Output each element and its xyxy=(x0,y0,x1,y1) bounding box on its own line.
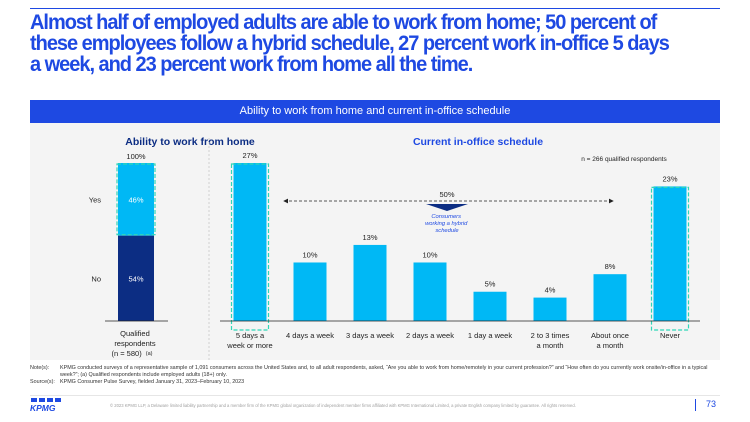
left-category-line-1: Qualified xyxy=(120,329,150,338)
bar-4-value-label: 10% xyxy=(422,250,437,259)
bar-1-value-label: 27% xyxy=(242,151,257,160)
bar-4 xyxy=(413,262,447,321)
category-label-1: week or more xyxy=(226,341,272,350)
source-label: Source(s): xyxy=(30,379,55,385)
bar-8 xyxy=(653,186,687,321)
bar-6 xyxy=(533,297,567,321)
page-number: 73 xyxy=(706,399,717,409)
sample-size-note: n = 266 qualified respondents xyxy=(581,156,667,163)
source-text: KPMG Consumer Pulse Survey, fielded Janu… xyxy=(60,379,245,385)
bar-5-value-label: 5% xyxy=(485,280,496,289)
right-value-labels: 27% 10% 13% 10% 5% 4% 8% 23% xyxy=(242,151,677,295)
bar-3 xyxy=(353,244,387,321)
category-label-1: 5 days a xyxy=(236,331,265,340)
bar-3-value-label: 13% xyxy=(362,233,377,242)
note-label: Note(s): xyxy=(30,365,50,371)
category-label-6: a month xyxy=(536,341,563,350)
bar-7-value-label: 8% xyxy=(605,262,616,271)
category-label-3: 3 days a week xyxy=(346,331,394,340)
hybrid-annotation-text: Consumers working a hybrid schedule xyxy=(425,214,469,234)
left-bar-highlight xyxy=(116,163,156,236)
left-category-line-3: (n = 580) xyxy=(111,349,142,358)
page-number-separator xyxy=(695,399,696,411)
left-total-label: 100% xyxy=(126,152,146,161)
left-series-no: No xyxy=(91,274,101,283)
bar-6-value-label: 4% xyxy=(545,286,556,295)
left-category-label: Qualified respondents (n = 580) (a) xyxy=(111,329,157,358)
left-series-names: Yes No xyxy=(89,195,101,283)
left-bar-yes-value: 46% xyxy=(128,195,143,204)
hybrid-pointer-icon xyxy=(426,204,468,211)
left-category-sup: (a) xyxy=(146,351,153,357)
bar-1-highlight xyxy=(230,163,270,331)
note-text: KPMG conducted surveys of a representati… xyxy=(60,365,708,378)
category-label-6: 2 to 3 times xyxy=(531,331,570,340)
bar-5 xyxy=(473,291,507,321)
bar-2 xyxy=(293,262,327,321)
right-chart-title: Current in-office schedule xyxy=(413,136,543,148)
bar-8-highlight xyxy=(650,186,690,331)
category-label-2: 4 days a week xyxy=(286,331,334,340)
kpmg-logo-text: KPMG xyxy=(30,403,56,412)
left-series-yes: Yes xyxy=(89,195,101,204)
category-label-7: About once xyxy=(591,331,629,340)
section-banner: Ability to work from home and current in… xyxy=(30,100,720,123)
left-bar-no-value: 54% xyxy=(128,274,143,283)
hybrid-share-label: 50% xyxy=(439,190,454,199)
right-bars xyxy=(220,163,700,331)
footnotes: Note(s): KPMG conducted surveys of a rep… xyxy=(30,365,720,386)
footer-rule xyxy=(30,395,720,396)
bar-2-value-label: 10% xyxy=(302,250,317,259)
top-rule xyxy=(30,8,720,9)
note-row: Note(s): KPMG conducted surveys of a rep… xyxy=(30,365,720,379)
bar-8-value-label: 23% xyxy=(662,174,677,183)
left-bar-no xyxy=(118,235,154,321)
legal-text: © 2023 KPMG LLP, a Delaware limited liab… xyxy=(110,403,576,408)
slide-headline: Almost half of employed adults are able … xyxy=(30,10,670,76)
category-label-7: a month xyxy=(596,341,623,350)
category-label-4: 2 days a week xyxy=(406,331,454,340)
left-chart-title: Ability to work from home xyxy=(125,136,255,148)
left-bar-yes xyxy=(118,163,154,236)
left-category-line-2: respondents xyxy=(114,339,156,348)
category-label-8: Never xyxy=(660,331,681,340)
bar-1 xyxy=(233,163,267,321)
kpmg-logo: KPMG xyxy=(30,398,61,412)
hybrid-annotation-line-3: schedule xyxy=(435,228,459,234)
hybrid-annotation-line-1: Consumers xyxy=(431,214,461,220)
source-row: Source(s): KPMG Consumer Pulse Survey, f… xyxy=(30,379,720,386)
bar-7 xyxy=(593,274,627,321)
left-stacked-bars: 46% 54% xyxy=(105,163,168,322)
hybrid-annotation-line-2: working a hybrid xyxy=(425,221,468,227)
category-label-5: 1 day a week xyxy=(468,331,512,340)
